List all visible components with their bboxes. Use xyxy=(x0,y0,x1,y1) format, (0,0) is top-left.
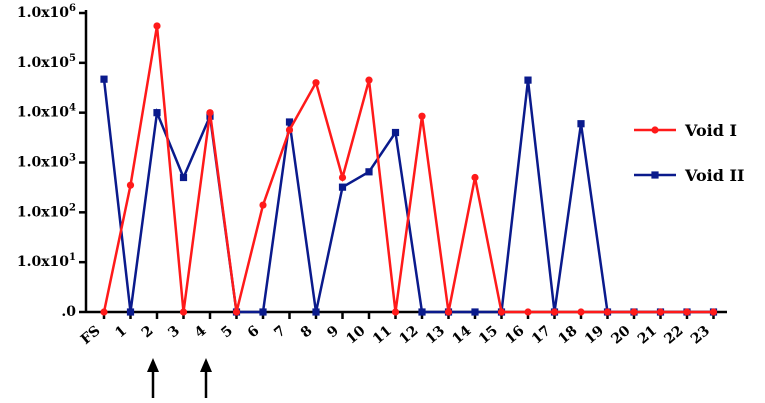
x-tick-label: 12 xyxy=(396,323,421,348)
x-tick-label: 17 xyxy=(529,323,554,348)
series-0 xyxy=(100,22,718,316)
data-point xyxy=(418,308,426,316)
data-point xyxy=(471,173,479,182)
x-tick-label: 1 xyxy=(112,323,130,342)
data-point xyxy=(179,308,188,316)
data-point xyxy=(444,308,453,316)
x-tick-label: 20 xyxy=(608,323,633,348)
data-point xyxy=(603,308,612,316)
data-point xyxy=(153,109,161,117)
y-tick-label: 1.0x101 xyxy=(17,252,76,270)
data-point xyxy=(550,308,559,316)
data-point xyxy=(100,75,108,83)
x-tick-label: 10 xyxy=(343,323,368,348)
data-point xyxy=(524,76,532,84)
series-line xyxy=(102,25,714,314)
data-point xyxy=(312,79,320,87)
x-tick-label: 11 xyxy=(370,323,395,348)
legend-marker xyxy=(651,126,659,134)
arrow-head xyxy=(200,358,212,372)
data-point xyxy=(312,308,320,316)
y-tick-label: 1.0x102 xyxy=(17,202,76,220)
x-tick-label: 5 xyxy=(218,323,236,342)
x-tick-label: 22 xyxy=(661,323,686,348)
arrow-annotation xyxy=(147,358,159,398)
x-tick-label: 21 xyxy=(635,323,660,348)
data-point xyxy=(577,120,585,128)
data-point xyxy=(497,308,506,316)
x-tick-label: 13 xyxy=(423,323,448,348)
y-tick-label: 1.0x104 xyxy=(17,103,76,121)
data-point xyxy=(179,173,188,182)
data-point xyxy=(338,173,347,182)
y-tick-label: 1.0x106 xyxy=(17,3,76,21)
data-point xyxy=(259,201,267,209)
x-tick-label: 9 xyxy=(324,323,342,342)
data-point xyxy=(365,76,373,84)
legend-item: Void II xyxy=(634,166,744,185)
data-point xyxy=(709,308,718,316)
x-tick-label: 8 xyxy=(298,323,316,342)
y-axis: .0 1.0x101 1.0x102 1.0x103 1.0x104 1.0x105 1.0… xyxy=(17,3,88,320)
y-tick-label: 1.0x105 xyxy=(17,53,76,71)
data-point xyxy=(524,308,532,316)
data-point xyxy=(365,168,373,176)
data-point xyxy=(126,308,135,316)
arrow-annotation xyxy=(200,358,212,398)
data-point xyxy=(285,126,294,134)
data-point xyxy=(206,109,214,117)
x-tick-label: 23 xyxy=(688,323,713,348)
data-point xyxy=(656,308,665,316)
x-tick-label: 15 xyxy=(476,323,501,348)
data-point xyxy=(577,308,585,316)
x-tick-label: FS xyxy=(78,323,104,348)
data-point xyxy=(418,112,426,120)
x-tick-label: 19 xyxy=(582,323,607,348)
legend-marker xyxy=(651,171,659,179)
data-point xyxy=(126,181,135,189)
annotations xyxy=(147,358,212,398)
data-point xyxy=(232,308,241,316)
x-tick-label: 3 xyxy=(165,323,183,342)
data-point xyxy=(259,308,267,316)
legend-label: Void II xyxy=(684,166,744,185)
data-point xyxy=(391,128,400,137)
data-point xyxy=(391,308,400,316)
data-point xyxy=(338,183,347,191)
x-axis: FS 1 2 3 4 5 6 7 8 9 10 11 12 13 14 15 16 17 18 19 20 21 22 23 xyxy=(78,310,727,348)
series-line xyxy=(102,79,714,314)
series-layer xyxy=(100,22,718,316)
data-point xyxy=(285,118,294,126)
arrow-head xyxy=(147,358,159,372)
x-tick-label: 18 xyxy=(555,323,580,348)
legend: Void I Void II xyxy=(634,121,744,185)
data-point xyxy=(630,308,638,316)
data-point xyxy=(100,308,108,316)
legend-item: Void I xyxy=(634,121,737,140)
y-tick-label: .0 xyxy=(61,304,76,320)
data-point xyxy=(471,308,479,316)
series-1 xyxy=(100,75,718,316)
x-tick-label: 2 xyxy=(139,323,157,342)
x-tick-label: 16 xyxy=(502,323,527,348)
y-tick-label: 1.0x103 xyxy=(17,153,76,171)
x-tick-label: 14 xyxy=(449,323,474,348)
x-tick-label: 4 xyxy=(192,323,210,342)
x-tick-label: 7 xyxy=(271,323,289,342)
x-tick-label: 6 xyxy=(245,323,263,342)
data-point xyxy=(683,308,691,316)
legend-label: Void I xyxy=(684,121,737,140)
data-point xyxy=(153,22,161,30)
